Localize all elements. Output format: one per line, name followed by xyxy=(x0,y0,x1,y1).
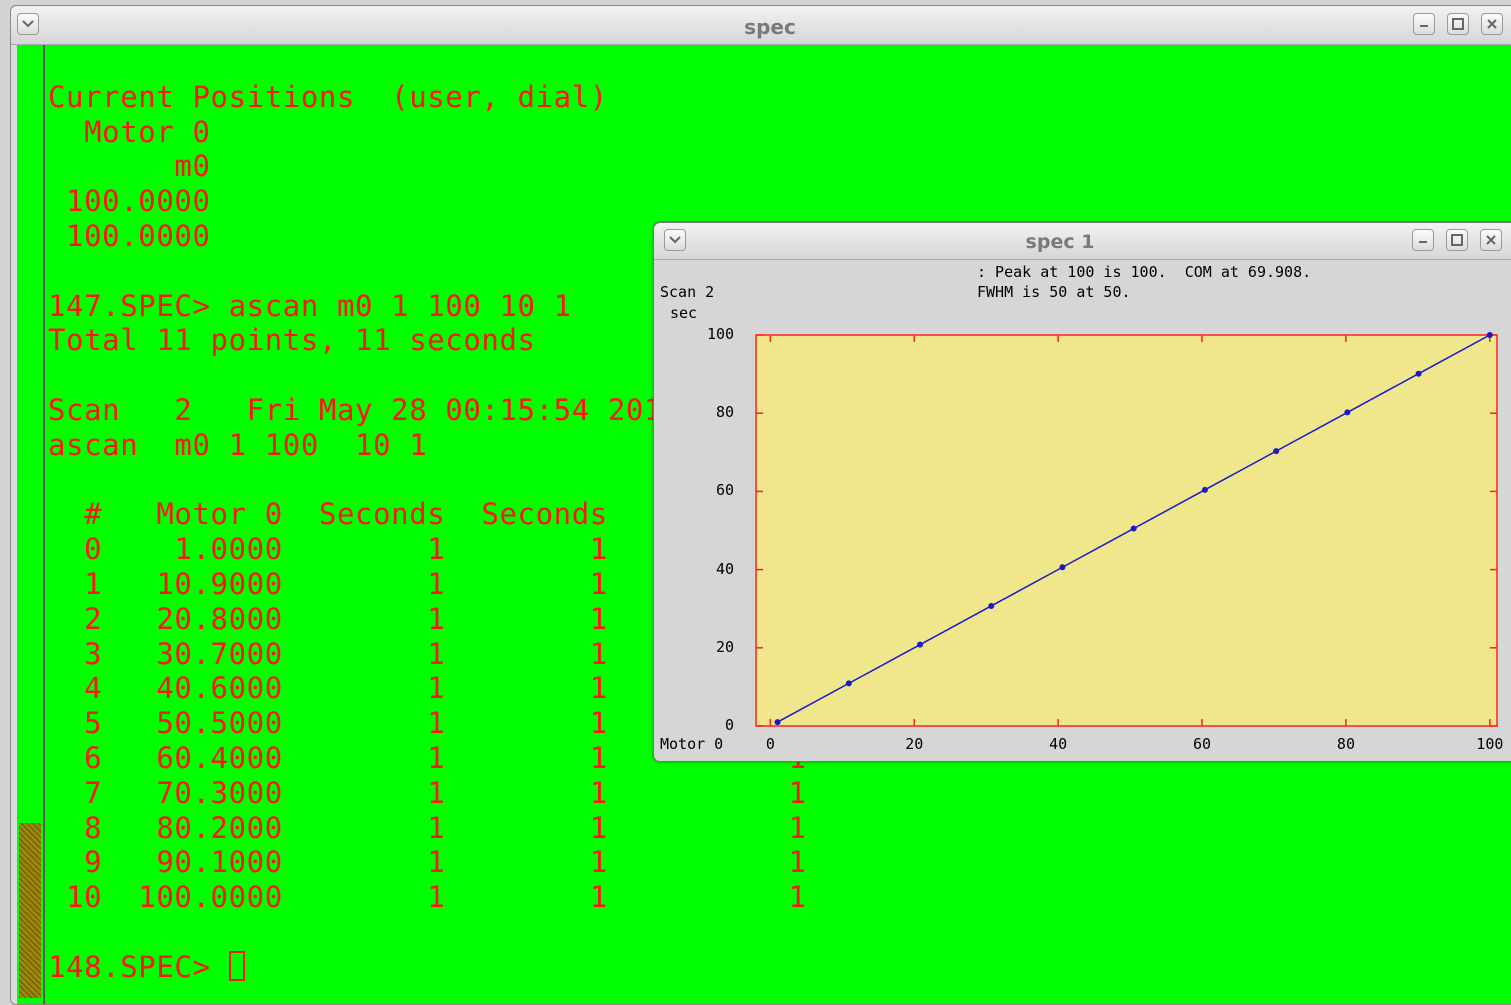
data-point xyxy=(1486,332,1493,338)
minimize-icon[interactable] xyxy=(1413,13,1435,35)
command-prompt[interactable]: 148.SPEC> xyxy=(48,950,807,985)
x-tick-label: 0 xyxy=(765,735,775,753)
terminal-line: 7 70.3000 1 1 1 xyxy=(48,775,807,810)
text-cursor xyxy=(228,950,245,981)
scan-plot xyxy=(755,332,1498,727)
data-point xyxy=(988,602,995,609)
terminal-line: Total 11 points, 11 seconds xyxy=(48,323,536,358)
data-point xyxy=(1059,564,1066,571)
terminal-line: 5 50.5000 1 1 xyxy=(48,706,608,741)
x-tick-label: 40 xyxy=(1049,735,1068,753)
terminal-line: Current Positions (user, dial) xyxy=(48,79,608,114)
close-icon[interactable] xyxy=(1481,13,1503,35)
plot-titlebar[interactable]: spec 1 xyxy=(654,223,1511,260)
terminal-output: Current Positions (user, dial) Motor 0 m… xyxy=(48,45,807,985)
y-axis-label: sec xyxy=(670,304,698,322)
data-point xyxy=(1201,486,1208,493)
close-icon[interactable] xyxy=(1480,229,1502,251)
terminal-line: 3 30.7000 1 1 xyxy=(48,636,608,671)
terminal-line xyxy=(48,45,807,80)
chevron-down-icon[interactable] xyxy=(664,229,686,251)
data-point xyxy=(845,680,852,687)
plot-info-line-1: : Peak at 100 is 100. COM at 69.908. xyxy=(977,263,1312,281)
minimize-icon[interactable] xyxy=(1412,229,1434,251)
terminal-line: 100.0000 xyxy=(48,218,211,253)
terminal-line: 1 10.9000 1 1 xyxy=(48,566,608,601)
y-tick-label: 80 xyxy=(716,403,735,422)
terminal-line: 0 1.0000 1 1 xyxy=(48,532,608,567)
terminal-line: 4 40.6000 1 1 xyxy=(48,671,608,706)
y-tick-label: 0 xyxy=(725,716,735,734)
prompt-text: 148.SPEC> xyxy=(48,949,229,984)
x-tick-label: 100 xyxy=(1476,735,1504,753)
x-tick-label: 20 xyxy=(905,735,924,753)
terminal-titlebar[interactable]: spec xyxy=(11,6,1511,45)
scrollbar-thumb[interactable] xyxy=(19,823,41,998)
terminal-line: 9 90.1000 1 1 1 xyxy=(48,845,807,880)
data-point xyxy=(1273,448,1280,455)
plot-window: spec 1 : Peak at 100 is 100. COM at 69.9… xyxy=(653,222,1511,762)
plot-title: spec 1 xyxy=(1025,231,1095,253)
x-axis-label: Motor 0 xyxy=(660,735,724,753)
data-point xyxy=(1130,525,1137,532)
plot-area xyxy=(755,334,1498,727)
data-point xyxy=(1415,370,1422,377)
terminal-line: 2 20.8000 1 1 xyxy=(48,601,608,636)
data-point xyxy=(917,641,924,648)
terminal-line: 10 100.0000 1 1 1 xyxy=(48,880,807,915)
terminal-line: ascan m0 1 100 10 1 xyxy=(48,427,428,462)
y-tick-label: 100 xyxy=(707,325,735,343)
terminal-line: Scan 2 Fri May 28 00:15:54 2010 xyxy=(48,392,681,427)
data-point xyxy=(1344,409,1351,416)
y-tick-label: 40 xyxy=(716,559,735,578)
terminal-line: 100.0000 xyxy=(48,184,211,219)
terminal-line: 8 80.2000 1 1 1 xyxy=(48,810,807,845)
chevron-down-icon[interactable] xyxy=(17,13,39,35)
y-tick-label: 60 xyxy=(716,481,735,500)
terminal-title: spec xyxy=(744,15,796,39)
terminal-line: m0 xyxy=(48,149,211,184)
scan-label: Scan 2 xyxy=(660,283,715,301)
maximize-icon[interactable] xyxy=(1447,13,1469,35)
data-point xyxy=(774,719,781,726)
terminal-line: # Motor 0 Seconds Seconds xyxy=(48,497,608,532)
x-tick-label: 60 xyxy=(1193,735,1212,753)
maximize-icon[interactable] xyxy=(1446,229,1468,251)
y-tick-label: 20 xyxy=(716,637,735,656)
terminal-line: 147.SPEC> ascan m0 1 100 10 1 xyxy=(48,288,572,323)
terminal-scrollbar[interactable] xyxy=(17,45,45,1004)
x-tick-label: 80 xyxy=(1336,735,1355,753)
terminal-line xyxy=(48,915,807,950)
plot-info-line-2: FWHM is 50 at 50. xyxy=(977,283,1131,301)
terminal-line: Motor 0 xyxy=(48,114,211,149)
